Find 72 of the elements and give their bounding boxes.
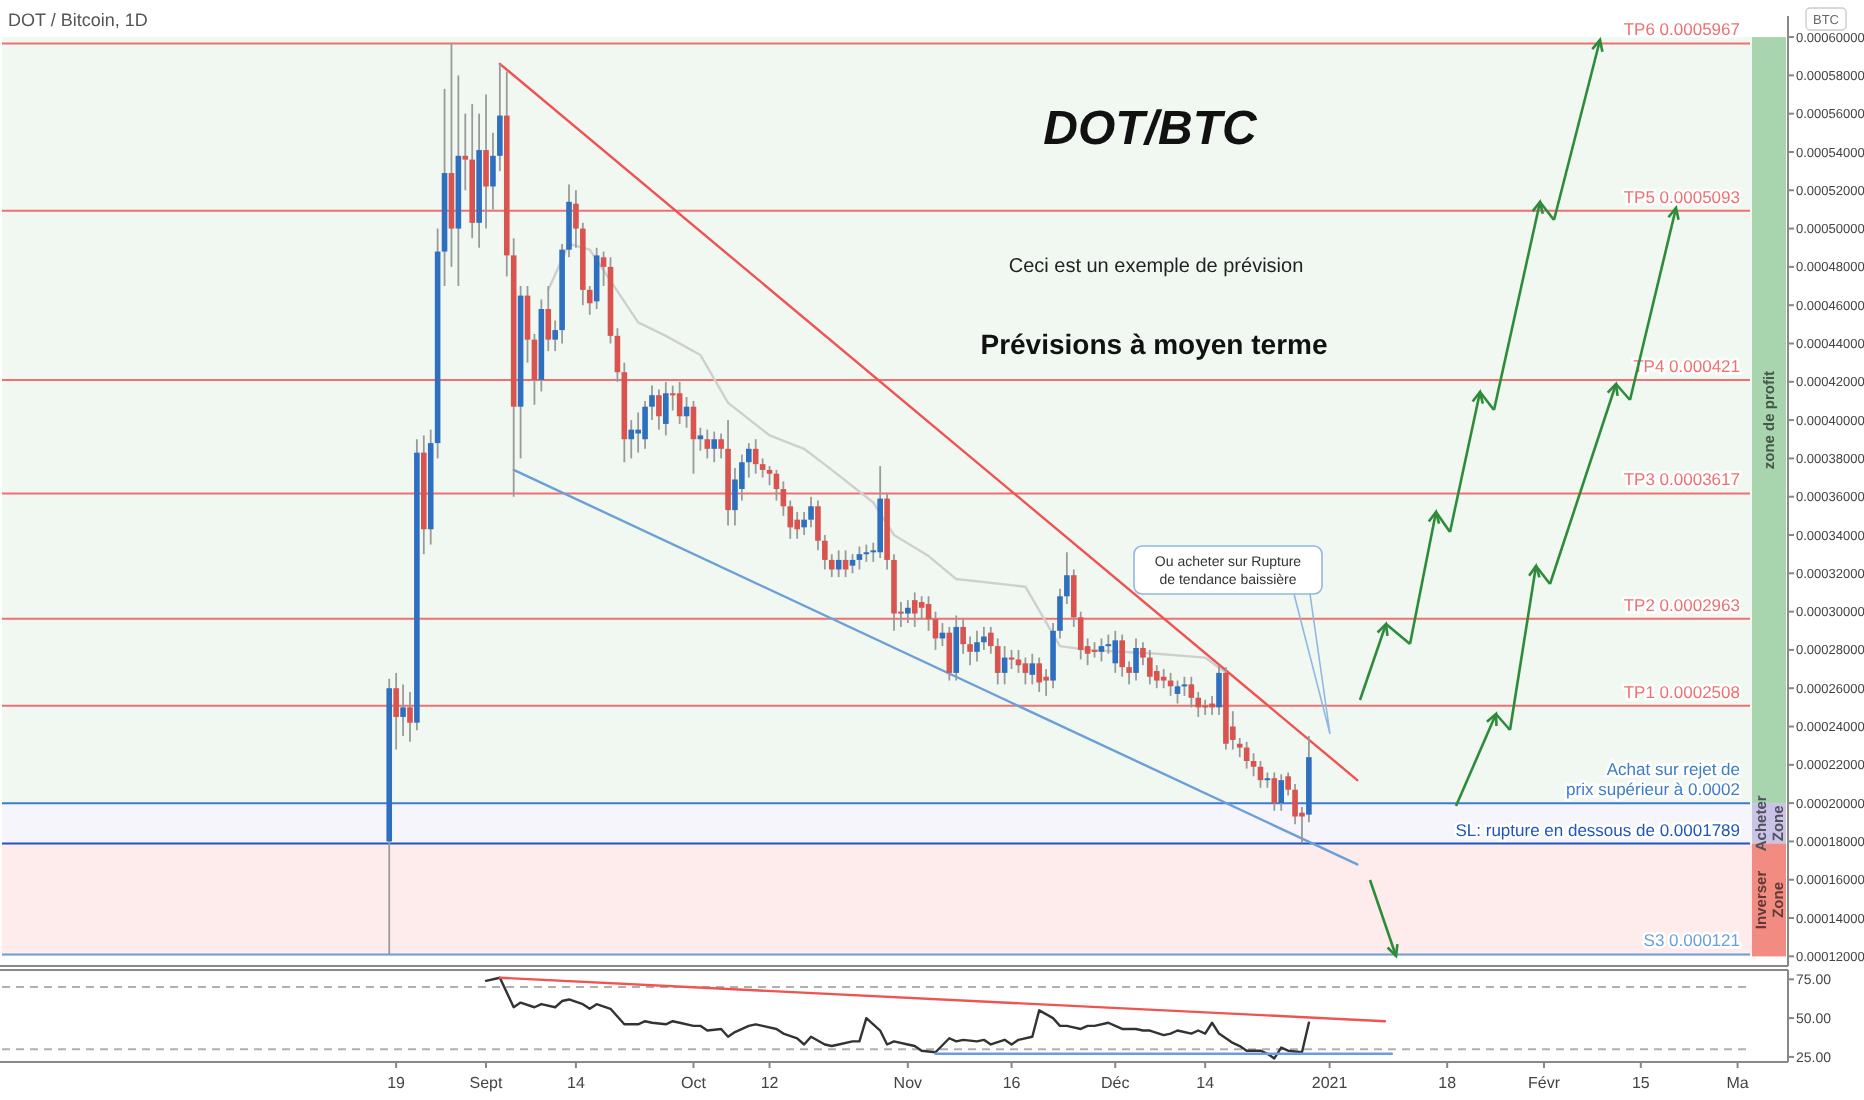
candlestick — [400, 683, 406, 737]
candlestick — [393, 672, 399, 751]
candlestick — [1160, 668, 1167, 690]
annotation: Ceci est un exemple de prévision — [1008, 256, 1304, 278]
ref-line-label: TP5 0.0005093 — [1623, 186, 1741, 207]
x-tick-label: 15 — [1631, 1074, 1651, 1092]
ref-line-label: Achat sur rejet de prix supérieur à 0.0002 — [1566, 759, 1741, 800]
candlestick — [1043, 668, 1049, 697]
candlestick — [1278, 773, 1285, 812]
candlestick — [1098, 637, 1105, 663]
candlestick — [1264, 771, 1271, 789]
candlestick — [663, 380, 669, 437]
x-tick-label: 19 — [387, 1074, 407, 1092]
candlestick — [1147, 649, 1153, 686]
text: DOT/BTC — [1043, 102, 1258, 156]
x-tick-label: Déc — [1101, 1074, 1130, 1092]
candlestick — [483, 93, 489, 230]
x-tick-label: Sept — [469, 1074, 505, 1092]
x-tick-label: 18 — [1438, 1074, 1458, 1092]
candlestick — [1029, 652, 1036, 686]
x-tick-label: 16 — [1002, 1074, 1022, 1092]
candlestick — [1119, 633, 1125, 678]
candlestick — [1105, 633, 1112, 655]
x-tick-label: Nov — [893, 1074, 923, 1092]
candlestick — [856, 545, 863, 571]
candlestick — [752, 438, 759, 475]
x-tick-label: 12 — [760, 1074, 780, 1092]
candlestick — [1216, 664, 1222, 716]
candlestick — [1133, 637, 1139, 682]
candlestick — [635, 411, 641, 454]
candlestick — [1022, 656, 1029, 686]
x-tick-label: Oct — [681, 1074, 708, 1092]
candlestick — [628, 419, 635, 460]
line-series — [484, 976, 1311, 1060]
x-tick-label: 14 — [1196, 1074, 1216, 1092]
ref-line-label: SL: rupture en dessous de 0.0001789 — [1455, 819, 1741, 840]
candlestick — [905, 599, 911, 624]
x-tick-label: Févr — [1527, 1074, 1561, 1092]
candlestick — [697, 426, 704, 452]
candlestick — [704, 428, 711, 460]
x-tick-label: Ma — [1726, 1074, 1750, 1092]
candlestick — [1202, 698, 1208, 716]
ref-line-label: TP6 0.0005967 — [1623, 19, 1741, 40]
candlestick — [1181, 675, 1188, 697]
annotation: Prévisions à moyen terme — [980, 328, 1328, 360]
candlestick — [953, 614, 960, 682]
candlestick — [863, 543, 870, 563]
candlestick — [974, 629, 980, 663]
ref-line-label: TP2 0.0002963 — [1623, 594, 1741, 615]
candlestick — [669, 384, 676, 412]
candlestick — [849, 553, 856, 575]
candlestick — [911, 591, 918, 628]
candlestick — [407, 691, 413, 743]
x-tick-label: 2021 — [1311, 1074, 1349, 1092]
candlestick — [1036, 656, 1043, 693]
candlestick — [1174, 679, 1181, 705]
candlestick — [545, 285, 552, 353]
candlestick — [1112, 629, 1119, 674]
ref-line-label: TP1 0.0002508 — [1623, 681, 1741, 702]
candlestick — [711, 430, 718, 464]
candlestick — [1188, 675, 1195, 709]
x-tick-label: 14 — [567, 1074, 586, 1092]
ref-line-label: TP3 0.0003617 — [1623, 469, 1741, 490]
candlestick — [766, 465, 773, 487]
candlestick — [918, 595, 925, 621]
ref-line-label: S3 0.000121 — [1643, 930, 1741, 951]
candlestick — [1008, 649, 1015, 670]
candlestick — [1271, 771, 1278, 812]
candlestick — [600, 250, 607, 287]
candlestick — [656, 388, 662, 431]
candlestick — [808, 495, 814, 529]
annotation: DOT / Bitcoin, 1D — [8, 10, 149, 30]
